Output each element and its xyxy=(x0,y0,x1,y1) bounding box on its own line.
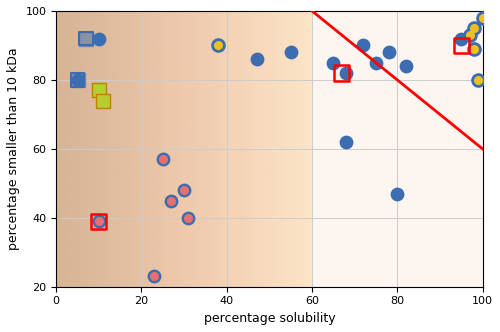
Point xyxy=(466,33,474,38)
Point xyxy=(180,188,188,193)
Point xyxy=(470,46,478,51)
Point xyxy=(394,191,402,196)
X-axis label: percentage solubility: percentage solubility xyxy=(204,312,335,325)
Point xyxy=(150,274,158,279)
Point xyxy=(159,157,167,162)
Point xyxy=(95,88,103,93)
Point xyxy=(180,188,188,193)
Point xyxy=(150,274,158,279)
Point xyxy=(214,43,222,48)
Point xyxy=(338,70,346,76)
Point xyxy=(184,215,192,220)
Point xyxy=(402,63,410,69)
Y-axis label: percentage smaller than 10 kDa: percentage smaller than 10 kDa xyxy=(7,47,20,250)
Point xyxy=(474,77,482,83)
Point xyxy=(74,77,82,83)
Point xyxy=(474,77,482,83)
Point xyxy=(359,43,367,48)
Point xyxy=(82,36,90,41)
Point xyxy=(342,139,350,145)
Point xyxy=(168,198,175,203)
Point xyxy=(159,157,167,162)
Point xyxy=(470,26,478,31)
Point xyxy=(457,36,465,41)
Point xyxy=(286,50,294,55)
Point xyxy=(82,36,90,41)
Point xyxy=(478,15,486,21)
Point xyxy=(99,98,107,103)
Point xyxy=(95,218,103,224)
Point xyxy=(470,26,478,31)
Point xyxy=(168,198,175,203)
Point xyxy=(466,33,474,38)
Point xyxy=(95,36,103,41)
Point xyxy=(74,77,82,83)
Point xyxy=(252,56,260,62)
Point xyxy=(214,43,222,48)
Point xyxy=(95,218,103,224)
Point xyxy=(184,215,192,220)
Point xyxy=(74,77,82,83)
Point xyxy=(95,218,103,224)
Point xyxy=(478,15,486,21)
Point xyxy=(342,70,350,76)
Point xyxy=(470,46,478,51)
Point xyxy=(330,60,338,65)
Point xyxy=(385,50,393,55)
Point xyxy=(457,43,465,48)
Point xyxy=(372,60,380,65)
